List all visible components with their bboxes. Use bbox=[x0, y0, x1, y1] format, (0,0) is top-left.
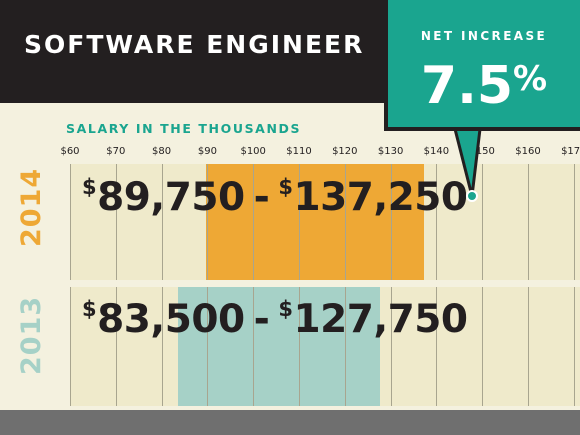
salary-value: 137,250 bbox=[293, 175, 468, 220]
currency-sign: $ bbox=[82, 297, 97, 321]
gridline bbox=[299, 164, 300, 280]
panel-shadow bbox=[0, 410, 580, 435]
x-tick-label: $100 bbox=[240, 146, 266, 157]
salary-value: 83,500 bbox=[97, 297, 245, 342]
gridline bbox=[528, 287, 529, 406]
badge-border-bottom bbox=[384, 127, 580, 131]
x-tick-label: $170 bbox=[561, 146, 580, 157]
gridline bbox=[253, 164, 254, 280]
gridline bbox=[391, 287, 392, 406]
badge-number: 7.5 bbox=[420, 56, 514, 116]
gridline bbox=[116, 164, 117, 280]
gridline bbox=[70, 164, 71, 280]
x-tick-label: $130 bbox=[377, 146, 404, 157]
chart-subtitle: SALARY IN THE THOUSANDS bbox=[66, 121, 302, 136]
x-tick-label: $70 bbox=[106, 146, 126, 157]
x-tick-label: $150 bbox=[469, 146, 495, 157]
x-tick-label: $160 bbox=[515, 146, 541, 157]
x-tick-label: $120 bbox=[332, 146, 358, 157]
gridline bbox=[162, 287, 163, 406]
range-dash: - bbox=[253, 297, 270, 342]
gridline bbox=[116, 287, 117, 406]
gridline bbox=[482, 164, 483, 280]
salary-value: 127,750 bbox=[293, 297, 468, 342]
gridline bbox=[528, 164, 529, 280]
gridline bbox=[299, 287, 300, 406]
currency-sign: $ bbox=[278, 297, 293, 321]
gridline bbox=[482, 287, 483, 406]
net-increase-badge bbox=[388, 0, 580, 127]
salary-range-2014: $89,750- $137,250 bbox=[82, 175, 468, 220]
currency-sign: $ bbox=[82, 175, 97, 199]
gridline bbox=[345, 287, 346, 406]
x-tick-label: $90 bbox=[197, 146, 217, 157]
gridline bbox=[391, 164, 392, 280]
badge-pointer-dot bbox=[466, 190, 478, 202]
salary-value: 89,750 bbox=[97, 175, 245, 220]
range-dash: - bbox=[253, 175, 270, 220]
gridline bbox=[253, 287, 254, 406]
gridline bbox=[574, 164, 575, 280]
badge-value: 7.5% bbox=[395, 48, 573, 117]
badge-percent: % bbox=[513, 59, 548, 99]
gridline bbox=[436, 164, 437, 280]
gridline bbox=[70, 287, 71, 406]
chart-title: SOFTWARE ENGINEER bbox=[24, 30, 365, 59]
gridline bbox=[207, 164, 208, 280]
x-tick-label: $80 bbox=[152, 146, 172, 157]
currency-sign: $ bbox=[278, 175, 293, 199]
gridline bbox=[162, 164, 163, 280]
gridline bbox=[574, 287, 575, 406]
gridline bbox=[345, 164, 346, 280]
gridline bbox=[207, 287, 208, 406]
x-tick-label: $60 bbox=[60, 146, 80, 157]
x-tick-label: $110 bbox=[286, 146, 312, 157]
range-bar-2014 bbox=[206, 164, 424, 280]
range-bar-2013 bbox=[177, 287, 381, 406]
badge-label: NET INCREASE bbox=[420, 29, 548, 43]
gridline bbox=[436, 287, 437, 406]
x-tick-label: $140 bbox=[423, 146, 450, 157]
badge-border-left bbox=[384, 0, 388, 131]
salary-range-2013: $83,500- $127,750 bbox=[82, 297, 468, 342]
